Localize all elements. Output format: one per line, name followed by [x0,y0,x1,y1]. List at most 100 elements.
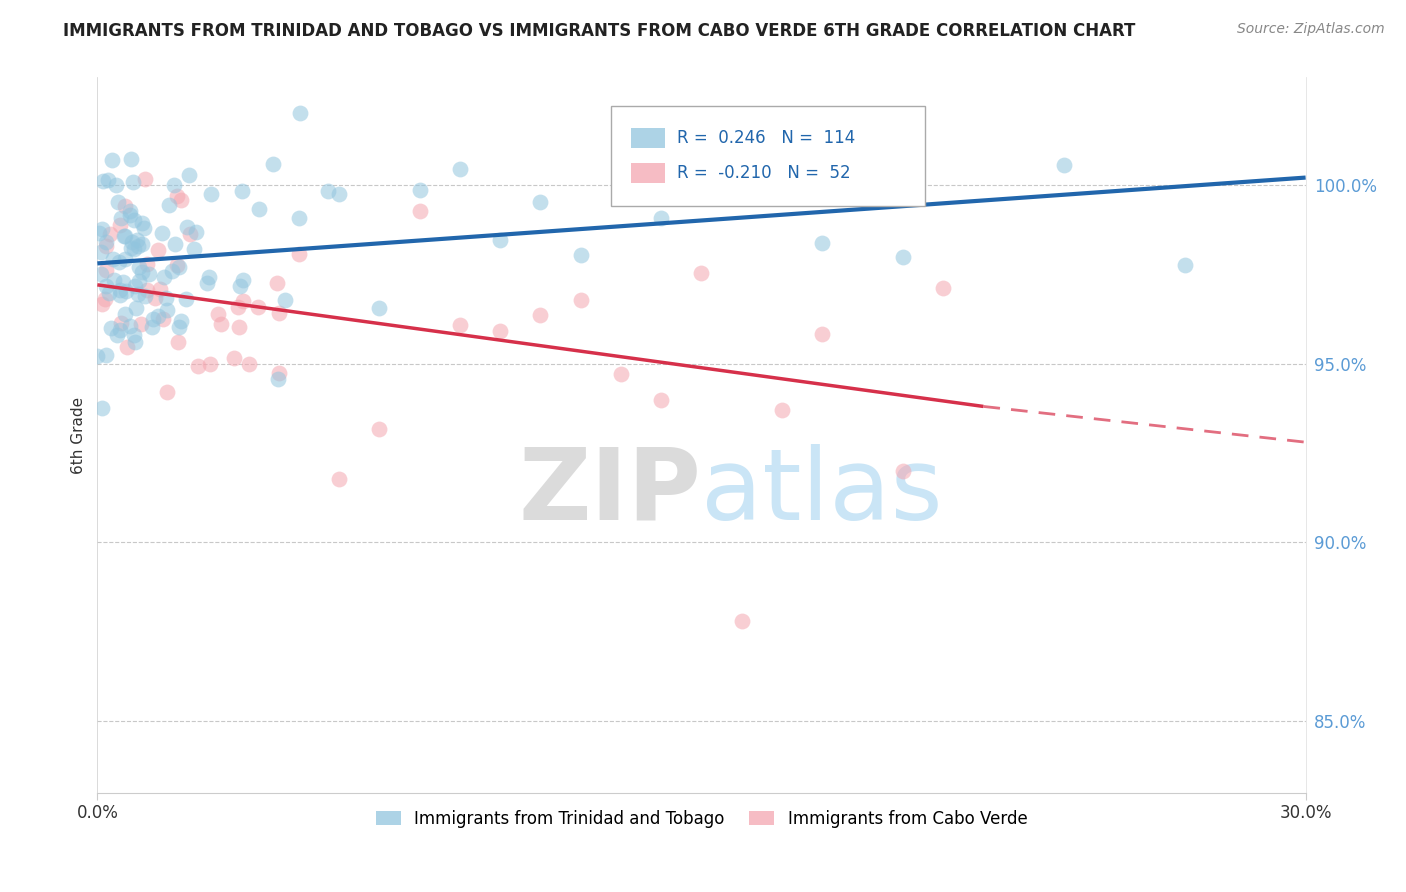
Point [368,421,391,435]
Point [200,357,222,371]
Point [131,237,153,252]
Point [111,275,134,289]
Point [650,392,672,407]
Point [177,168,200,182]
Point [98,285,121,300]
Point [287,211,309,226]
Point [98,227,121,241]
Point [224,351,246,365]
Point [91,297,114,311]
Point [1053,158,1076,172]
Y-axis label: 6th Grade: 6th Grade [72,396,86,474]
Point [269,306,291,320]
Point [112,228,135,243]
Text: IMMIGRANTS FROM TRINIDAD AND TOBAGO VS IMMIGRANTS FROM CABO VERDE 6TH GRADE CORR: IMMIGRANTS FROM TRINIDAD AND TOBAGO VS I… [63,22,1136,40]
Point [97,172,120,186]
Point [132,220,155,235]
Text: R =  -0.210   N =  52: R = -0.210 N = 52 [678,164,851,182]
Point [274,293,297,308]
Point [569,248,592,262]
Point [156,302,179,317]
Point [105,178,128,192]
Point [115,284,138,298]
Point [228,319,250,334]
Point [125,233,148,247]
Point [328,186,350,201]
Point [91,401,114,415]
Point [891,250,914,264]
Point [287,246,309,260]
Point [127,238,149,252]
Point [209,317,232,331]
Point [153,270,176,285]
Point [94,279,117,293]
Point [163,178,186,193]
Point [166,189,188,203]
Point [146,243,169,257]
Point [269,366,291,380]
Point [157,198,180,212]
Point [262,156,284,170]
Point [91,174,114,188]
Point [90,245,112,260]
Point [316,184,339,198]
Text: R =  0.246   N =  114: R = 0.246 N = 114 [678,128,856,146]
Point [114,252,136,267]
Point [125,301,148,315]
Point [122,328,145,343]
Point [146,309,169,323]
Point [124,334,146,349]
FancyBboxPatch shape [610,106,925,206]
Point [108,283,131,297]
Point [110,317,132,331]
FancyBboxPatch shape [631,163,665,183]
Point [96,348,118,362]
Point [107,195,129,210]
Point [150,226,173,240]
Point [114,228,136,243]
Point [174,292,197,306]
Point [529,194,551,209]
Point [731,614,754,628]
Point [94,239,117,253]
Point [160,263,183,277]
Point [100,320,122,334]
Point [114,307,136,321]
Text: atlas: atlas [702,443,943,541]
Point [117,340,139,354]
Point [121,235,143,249]
Point [811,326,834,341]
Point [163,237,186,252]
Point [90,267,112,281]
Point [328,472,350,486]
Point [449,161,471,176]
Point [124,242,146,256]
Point [183,243,205,257]
Point [170,194,193,208]
Point [118,208,141,222]
Point [120,241,142,255]
Point [690,266,713,280]
Point [118,318,141,333]
Point [167,335,190,350]
Point [128,260,150,274]
Point [179,227,201,241]
Point [610,367,633,381]
Point [101,252,124,266]
Point [87,226,110,240]
Point [94,235,117,250]
Point [184,225,207,239]
Point [197,269,219,284]
FancyBboxPatch shape [631,128,665,147]
Point [120,152,142,166]
Point [149,282,172,296]
Point [368,301,391,315]
Point [86,349,108,363]
Point [650,211,672,225]
Point [176,220,198,235]
Point [142,311,165,326]
Point [155,291,177,305]
Point [131,264,153,278]
Point [131,317,153,331]
Point [288,106,311,120]
